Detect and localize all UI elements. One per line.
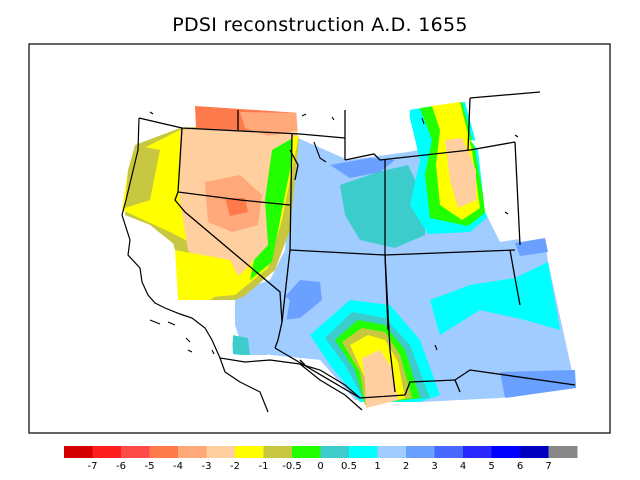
legend-swatch-3: [149, 446, 179, 458]
legend-label-12: 3: [431, 461, 437, 472]
gulf-coast: [219, 357, 363, 413]
map-title: PDSI reconstruction A.D. 1655: [172, 14, 468, 36]
legend-swatch-10: [349, 446, 378, 458]
mask-canada: [296, 108, 410, 160]
legend-label-15: 6: [517, 461, 523, 472]
legend-label-1: -6: [116, 461, 126, 472]
legend-label-7: -0.5: [282, 461, 302, 472]
borders: [138, 91, 576, 399]
field-blue-north: [330, 158, 395, 178]
field-teal-sw: [232, 335, 250, 356]
mask-east: [470, 140, 525, 242]
islands: [149, 111, 519, 355]
field-top-peach: [240, 112, 300, 136]
legend-label-8: 0: [317, 461, 323, 472]
legend-swatch-7: [263, 446, 293, 458]
legend-label-2: -5: [145, 461, 155, 472]
legend-swatch-15: [491, 446, 521, 458]
legend-swatch-1: [92, 446, 122, 458]
legend-swatches: [64, 446, 578, 458]
legend-swatch-9: [320, 446, 350, 458]
field-teal-north: [340, 165, 425, 248]
legend-label-13: 4: [460, 461, 466, 472]
field-blue-wave: [282, 280, 322, 320]
map-frame: [28, 43, 611, 434]
legend-swatch-0: [64, 446, 93, 458]
mask-pacific: [120, 215, 355, 415]
legend-swatch-5: [206, 446, 236, 458]
legend-swatch-2: [121, 446, 150, 458]
field-peach-south: [362, 350, 398, 408]
legend-label-11: 2: [403, 461, 409, 472]
legend-label-14: 5: [488, 461, 494, 472]
legend-swatch-6: [235, 446, 264, 458]
field-red-core: [225, 198, 248, 216]
legend-swatch-11: [377, 446, 407, 458]
legend-label-5: -2: [230, 461, 240, 472]
field-yellow-south: [175, 250, 240, 300]
coastline: [121, 117, 361, 399]
legend-swatch-14: [463, 446, 492, 458]
legend-label-6: -1: [259, 461, 269, 472]
legend-swatch-4: [178, 446, 207, 458]
field-olive-coast: [125, 145, 160, 208]
legend-swatch-16: [520, 446, 549, 458]
field-light-blue-sw: [235, 285, 290, 360]
legend-label-4: -3: [202, 461, 212, 472]
legend-label-10: 1: [374, 461, 380, 472]
legend-swatch-12: [406, 446, 435, 458]
legend-label-16: 7: [545, 461, 551, 472]
field-cyan-east: [430, 262, 560, 335]
field-peach-ne: [445, 138, 476, 208]
legend-swatch-13: [434, 446, 464, 458]
legend-swatch-17: [548, 446, 578, 458]
legend-labels: -7 -6 -5 -4 -3 -2 -1 -0.5 0 0.5 1 2 3 4 5 6 7: [88, 461, 552, 472]
legend-swatch-8: [292, 446, 321, 458]
field-blue-ne: [515, 238, 548, 256]
legend-label-9: 0.5: [341, 461, 357, 472]
legend-label-0: -7: [88, 461, 98, 472]
legend-label-3: -4: [173, 461, 183, 472]
